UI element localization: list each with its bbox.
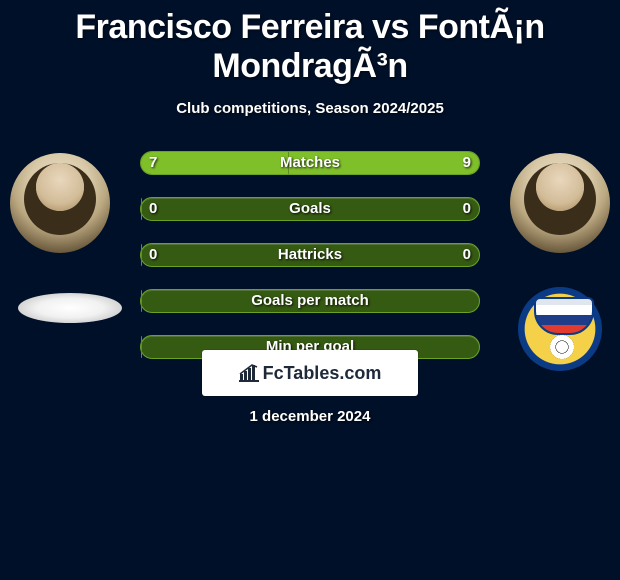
brand-label: FcTables.com: [263, 363, 382, 383]
page-title: Francisco Ferreira vs FontÃ¡n MondragÃ³n: [0, 0, 620, 86]
brand-badge: FcTables.com: [202, 350, 418, 396]
stat-row: 00Goals: [140, 197, 480, 221]
club-badge-left: [18, 293, 122, 323]
player-left-photo: [10, 153, 110, 253]
comparison-date: 1 december 2024: [0, 408, 620, 425]
stat-row: Goals per match: [140, 289, 480, 313]
stat-label: Hattricks: [141, 244, 479, 266]
brand-chart-icon: [239, 353, 259, 399]
stat-label: Goals per match: [141, 290, 479, 312]
page-subtitle: Club competitions, Season 2024/2025: [0, 100, 620, 117]
stat-row: 00Hattricks: [140, 243, 480, 267]
player-right-photo: [510, 153, 610, 253]
stat-row: 79Matches: [140, 151, 480, 175]
club-badge-right: [518, 287, 602, 371]
stat-label: Goals: [141, 198, 479, 220]
stat-label: Matches: [141, 152, 479, 174]
stat-bars: 79Matches 00Goals 00Hattricks Goals per mat…: [140, 151, 480, 381]
